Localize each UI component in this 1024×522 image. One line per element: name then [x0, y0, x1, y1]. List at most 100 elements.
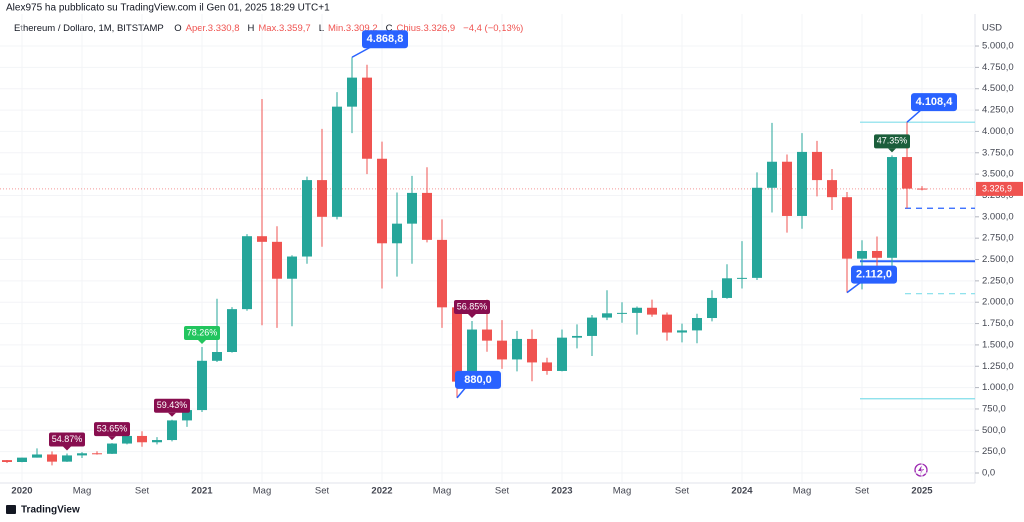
event-icon[interactable] [914, 463, 928, 477]
candle-body [542, 362, 552, 371]
badge-pointer [168, 412, 176, 417]
candle-body [707, 297, 717, 319]
badge-pointer [468, 314, 476, 319]
y-tick-label: 4.750,0 [982, 62, 1014, 73]
symbol-title: Ethereum / Dollaro, 1M, BITSTAMP [14, 23, 164, 34]
x-tick-label: Mag [433, 486, 451, 497]
candle-body [47, 454, 57, 462]
callout-box [362, 30, 408, 49]
x-tick-label: 2025 [911, 486, 933, 497]
callout-label: 4.868,8 [367, 33, 404, 45]
badge-pointer [198, 339, 206, 344]
event-icon-bolt [918, 465, 924, 475]
legend-value: Min.3.309,2 [328, 23, 378, 34]
x-tick-label: Set [495, 486, 510, 497]
x-tick-label: 2024 [731, 486, 753, 497]
legend-value: Aper.3.330,8 [186, 23, 240, 34]
y-tick-label: 3.750,0 [982, 147, 1014, 158]
candle-body [827, 180, 837, 198]
footer-logo: TradingView [6, 505, 80, 516]
candle-body [512, 338, 522, 360]
candle-body [302, 180, 312, 257]
x-tick-label: Mag [73, 486, 91, 497]
y-tick-label: 0,0 [982, 468, 995, 479]
badge [874, 134, 910, 149]
candle-body [482, 329, 492, 341]
legend-key: C [386, 23, 393, 34]
candle-body [257, 236, 267, 242]
candle-body [242, 236, 252, 310]
candle-body [287, 256, 297, 279]
x-tick-label: Set [855, 486, 870, 497]
candle-body [767, 161, 777, 188]
y-tick-label: 1.500,0 [982, 339, 1014, 350]
candle-body [212, 352, 222, 361]
last-price-label: 3.326,9 [982, 183, 1012, 193]
candle-body [122, 435, 132, 444]
candle-body [797, 151, 807, 216]
candle-body [107, 443, 117, 454]
y-tick-label: 2.500,0 [982, 254, 1014, 265]
callout-label: 2.112,0 [856, 269, 892, 281]
candle-body [722, 278, 732, 298]
callout-box [851, 265, 897, 284]
y-tick-label: 500,0 [982, 425, 1006, 436]
candle-body [317, 180, 327, 217]
candle-body [227, 309, 237, 353]
badge-pointer [108, 436, 116, 441]
badge [184, 325, 220, 340]
legend-key: L [319, 23, 324, 34]
candle-body [407, 192, 417, 224]
x-tick-label: 2023 [551, 486, 572, 497]
candle-body [572, 335, 582, 338]
candle-body [452, 307, 462, 382]
candle-body [137, 435, 147, 443]
callout-label: 4.108,4 [916, 96, 954, 108]
x-tick-label: Mag [793, 486, 811, 497]
candle-body [332, 106, 342, 217]
y-tick-label: 4.250,0 [982, 105, 1014, 116]
badge-pointer [888, 148, 896, 153]
x-tick-label: 2021 [191, 486, 213, 497]
legend-key: H [248, 23, 255, 34]
candle-body [92, 453, 102, 455]
candle-body [782, 161, 792, 216]
badge-label: 53.65% [97, 423, 128, 433]
footer: TradingView [21, 505, 80, 516]
x-tick-label: Set [135, 486, 150, 497]
badge-label: 47.35% [877, 136, 908, 146]
badge [454, 300, 490, 315]
candle-body [557, 337, 567, 371]
candle-body [692, 318, 702, 331]
candle-body [647, 307, 657, 315]
badge [154, 398, 190, 413]
legend-change: −4,4 (−0,13%) [463, 23, 523, 34]
candle-body [857, 250, 867, 259]
y-tick-label: 3.500,0 [982, 169, 1014, 180]
last-price-tag [976, 181, 1023, 196]
legend-value: Chius.3.326,9 [397, 23, 456, 34]
candle-body [77, 453, 87, 456]
candle-body [662, 314, 672, 333]
callout-label: 880,0 [464, 374, 492, 386]
candle-body [422, 192, 432, 240]
y-unit: USD [982, 23, 1002, 34]
candle-body [62, 455, 72, 462]
badge-pointer [63, 446, 71, 451]
legend-key: O [174, 23, 181, 34]
candle-body [32, 454, 42, 458]
candle-body [182, 410, 192, 421]
candle-body [437, 239, 447, 308]
candle-body [152, 440, 162, 443]
x-tick-label: Set [315, 486, 330, 497]
y-tick-label: 1.250,0 [982, 361, 1014, 372]
candle-body [917, 188, 927, 190]
candle-body [677, 330, 687, 333]
candle-body [812, 151, 822, 181]
x-tick-label: Mag [613, 486, 631, 497]
candle-body [872, 250, 882, 258]
candle-body [272, 241, 282, 279]
x-tick-label: 2022 [371, 486, 392, 497]
candle-body [17, 457, 27, 462]
